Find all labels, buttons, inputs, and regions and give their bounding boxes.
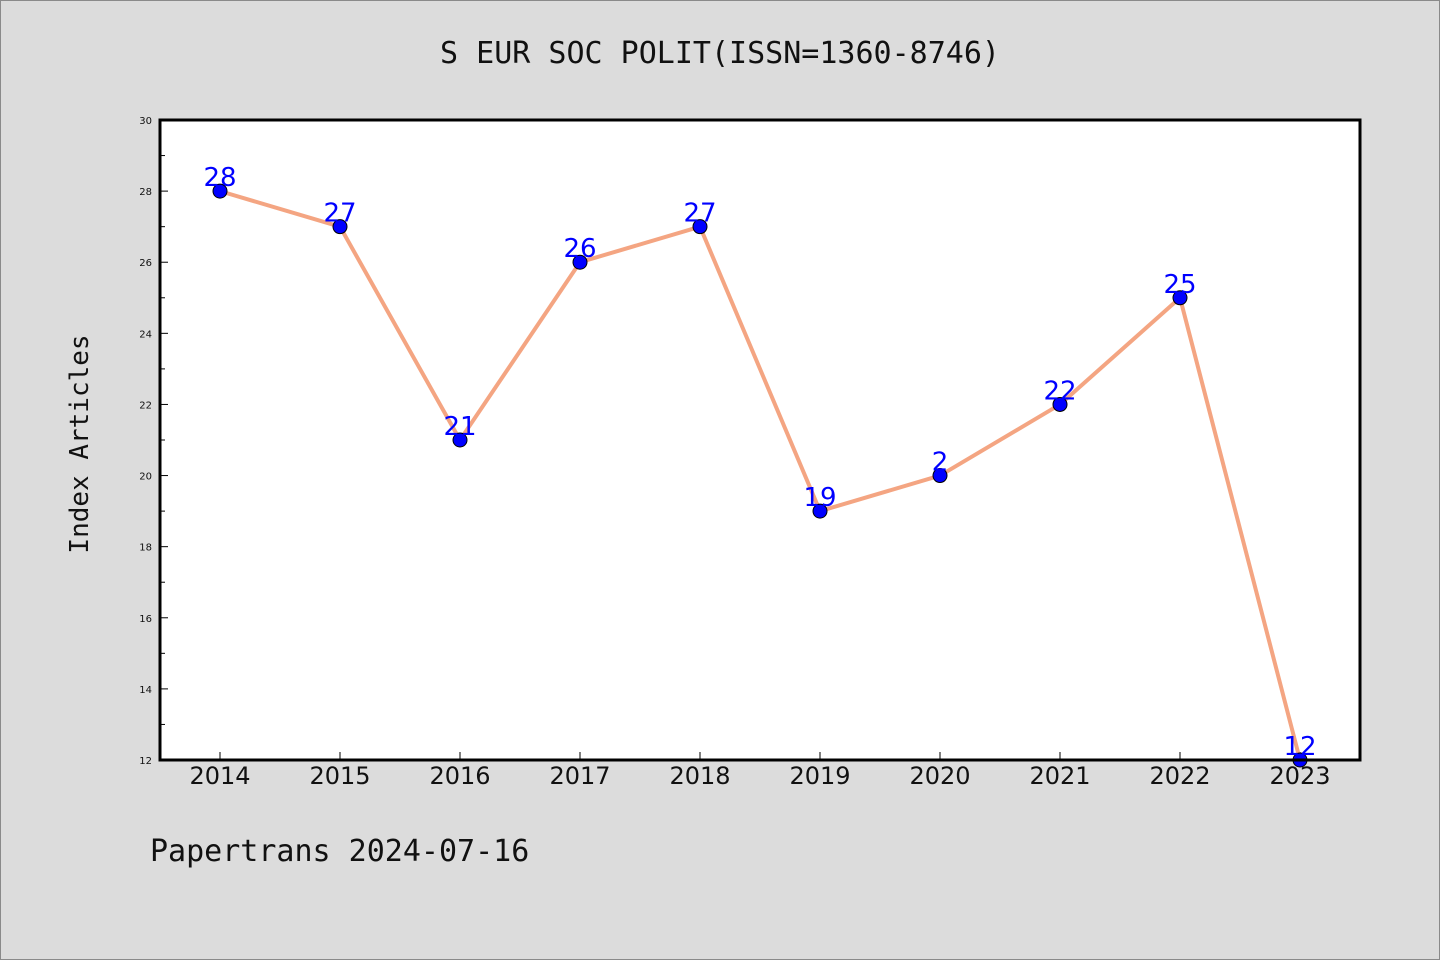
data-point (332, 219, 348, 235)
y-tick-label: 26 (139, 258, 152, 269)
data-point (572, 254, 588, 270)
y-tick-label: 16 (139, 614, 152, 625)
x-tick-label: 2016 (429, 762, 490, 790)
x-tick-label: 2015 (309, 762, 370, 790)
y-tick-label: 12 (139, 756, 152, 767)
x-tick-label: 2018 (669, 762, 730, 790)
chart-title: S EUR SOC POLIT(ISSN=1360-8746) (440, 36, 1000, 71)
data-point (212, 183, 228, 199)
data-label: 27 (683, 199, 716, 229)
data-label: 21 (443, 412, 476, 442)
data-label: 26 (563, 234, 596, 264)
data-point (932, 468, 948, 484)
x-tick-label: 2021 (1029, 762, 1090, 790)
y-tick-label: 24 (139, 329, 152, 340)
data-point (692, 219, 708, 235)
plot-area (160, 120, 1360, 760)
footer-note: Papertrans 2024-07-16 (150, 834, 530, 869)
x-tick-label: 2014 (189, 762, 250, 790)
data-point (1052, 396, 1068, 412)
data-label: 28 (203, 163, 236, 193)
y-tick-label: 18 (139, 543, 152, 554)
x-tick-label: 2022 (1149, 762, 1210, 790)
x-tick-label: 2019 (789, 762, 850, 790)
y-tick-label: 22 (139, 400, 152, 411)
data-label: 27 (323, 199, 356, 229)
data-label: 19 (803, 483, 836, 513)
data-label: 2 (932, 448, 949, 478)
data-label: 25 (1163, 270, 1196, 300)
x-tick-label: 2017 (549, 762, 610, 790)
y-tick-label: 28 (139, 187, 152, 198)
data-point (452, 432, 468, 448)
data-point (1172, 290, 1188, 306)
data-label: 12 (1283, 732, 1316, 762)
y-tick-label: 30 (139, 116, 152, 127)
series-line (219, 189, 1302, 761)
data-label: 22 (1043, 376, 1076, 406)
plot-border (158, 118, 1362, 762)
x-tick-label: 2020 (909, 762, 970, 790)
y-tick-label: 14 (139, 685, 152, 696)
y-tick-label: 20 (139, 472, 152, 483)
data-point (812, 503, 828, 519)
